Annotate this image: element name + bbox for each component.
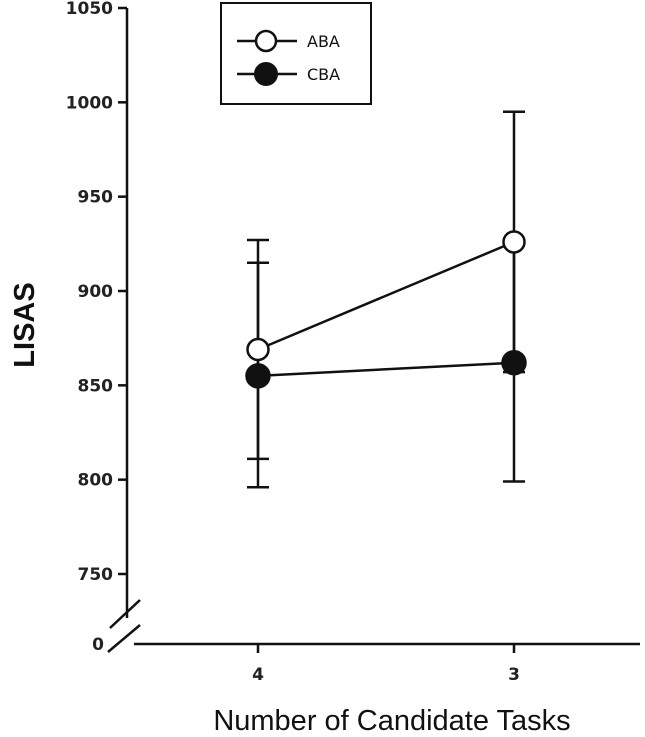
legend-label-cba: CBA [307,65,340,84]
y-ticks: 750 800 850 900 950 1000 1050 [66,0,127,585]
data-point-aba [502,230,526,254]
y-tick-label: 750 [78,565,114,585]
y-tick-label: 800 [78,471,114,491]
y-tick-label: 850 [78,376,114,396]
legend-filled-circle-marker [254,62,278,86]
legend-box [220,2,372,105]
axis-break-label: 0 [92,635,104,655]
x-tick-label: 4 [252,665,264,685]
axis-break [107,599,141,653]
y-axis-title: LISAS [9,282,41,367]
series-line [257,361,515,378]
series-layer [245,110,527,489]
series-aba [247,110,525,461]
y-tick-label: 950 [78,188,114,208]
data-point-aba [246,337,270,362]
data-point-cba [245,363,271,389]
x-axis-title: Number of Candidate Tasks [213,705,570,737]
series-cba [247,240,525,489]
legend: ABA CBA [220,2,372,105]
series-line [257,240,515,351]
x-tick-label: 3 [508,665,520,685]
legend-label-aba: ABA [307,32,340,51]
y-tick-label: 1000 [66,93,113,113]
legend-open-circle-marker [254,29,278,53]
legend-item-aba: ABA [237,29,340,53]
data-point-cba [501,349,527,376]
y-tick-label: 900 [78,282,114,302]
y-tick-label: 1050 [66,0,113,19]
legend-item-cba: CBA [237,62,340,86]
